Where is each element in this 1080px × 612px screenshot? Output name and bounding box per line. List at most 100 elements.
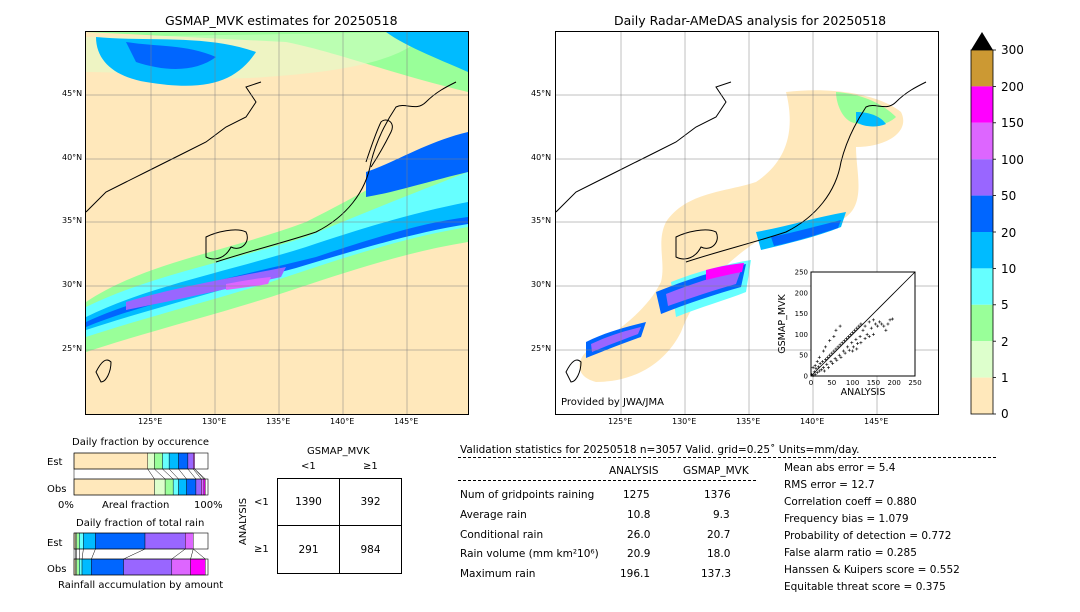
left-lon-label: 145°E xyxy=(394,417,419,426)
occurrence-bar-segment-connector xyxy=(194,468,206,480)
scatter-ytick: 0 xyxy=(804,373,808,381)
scatter-point xyxy=(836,345,840,349)
occurrence-xlabel-1: Areal fraction xyxy=(102,500,170,511)
score-line: Frequency bias = 1.079 xyxy=(784,513,909,525)
scatter-ylabel: GSMAP_MVK xyxy=(777,293,788,353)
scatter-ytick: 100 xyxy=(795,331,808,339)
rain-label-est: Est xyxy=(47,538,63,549)
occurrence-bar-segment-connector xyxy=(162,468,174,480)
stat-row-label: Conditional rain xyxy=(460,529,544,541)
scatter-point xyxy=(818,362,822,366)
scatter-xtick: 250 xyxy=(908,379,921,387)
scatter-point xyxy=(880,322,884,326)
colorbar-segment xyxy=(971,122,993,160)
scatter-point xyxy=(878,320,882,324)
scatter-point xyxy=(853,328,857,332)
stat-row-gsmap: 9.3 xyxy=(713,509,730,521)
colorbar-tick: 2 xyxy=(1001,335,1009,349)
scatter-point xyxy=(849,332,853,336)
occurrence-bar-segment xyxy=(162,452,170,470)
contingency-cell: 392 xyxy=(339,478,402,526)
rain-bar-segment-frame xyxy=(73,532,209,550)
rain-bar-segment xyxy=(75,532,77,550)
validation-divider xyxy=(458,457,996,458)
score-line: Mean abs error = 5.4 xyxy=(784,462,896,474)
scatter-point xyxy=(821,349,825,353)
scatter-point xyxy=(841,349,845,353)
scatter-point xyxy=(833,357,837,361)
scatter-svg: 00 50 50 100 100 150 150 200 200 250 250 ANALYSIS GS… xyxy=(777,269,922,399)
stat-row-gsmap: 137.3 xyxy=(701,568,732,580)
scatter-point xyxy=(815,371,819,375)
rain-bar-segment xyxy=(75,558,77,576)
contingency-col-header: <1 xyxy=(301,461,316,472)
occurrence-bar-segment xyxy=(186,478,197,496)
scatter-point xyxy=(846,334,850,338)
scatter-point xyxy=(851,349,855,353)
rain-bar-segment-connector xyxy=(81,548,84,560)
right-lon-label: 145°E xyxy=(864,417,889,426)
occurrence-bar-segment-connector xyxy=(187,468,197,480)
rain-bar-segment xyxy=(83,532,96,550)
rain-xlabel: Rainfall accumulation by amount xyxy=(58,580,224,591)
rain-label-obs: Obs xyxy=(47,564,67,575)
contingency-title: GSMAP_MVK xyxy=(307,446,370,457)
scatter-ytick: 50 xyxy=(799,352,808,360)
scatter-point xyxy=(838,343,842,347)
colorbar-segment xyxy=(971,268,993,305)
occurrence-bar-segment xyxy=(154,452,163,470)
left-lat-label: 30°N xyxy=(62,280,83,289)
scatter-point xyxy=(839,355,843,359)
scatter-xtick: 50 xyxy=(827,379,836,387)
scatter-xlabel: ANALYSIS xyxy=(841,387,886,398)
scatter-xtick: 100 xyxy=(846,379,859,387)
stat-row-gsmap: 1376 xyxy=(704,489,731,501)
contingency-col-header: ≥1 xyxy=(363,461,378,472)
scatter-point xyxy=(882,324,886,328)
scatter-point xyxy=(832,334,836,338)
scatter-point xyxy=(816,365,820,369)
scatter-point xyxy=(828,339,832,343)
score-line: Correlation coeff = 0.880 xyxy=(784,496,917,508)
scatter-point xyxy=(828,353,832,357)
rain-bar-segment-connector xyxy=(193,548,206,560)
right-lat-label: 35°N xyxy=(531,216,552,225)
right-lat-label: 30°N xyxy=(531,280,552,289)
stat-row-label: Average rain xyxy=(460,509,527,521)
stat-row-gsmap: 20.7 xyxy=(707,529,731,541)
contingency-row-label: ANALYSIS xyxy=(238,497,250,546)
scatter-point xyxy=(867,320,871,324)
scatter-plot: 0 0 50 50 100 100 150 150 200 200 250 250 ANALYSIS GS… xyxy=(776,264,926,404)
scatter-point xyxy=(831,362,835,366)
score-line: Equitable threat score = 0.375 xyxy=(784,581,946,593)
scatter-point xyxy=(817,355,821,359)
colorbar-segment xyxy=(971,86,993,123)
contingency-cell: 1390 xyxy=(277,478,340,526)
scatter-point xyxy=(861,328,865,332)
scatter-point xyxy=(825,362,829,366)
occurrence-bar-segment-frame xyxy=(73,478,209,496)
scatter-point xyxy=(859,322,863,326)
stat-row-analysis: 26.0 xyxy=(627,529,651,541)
rain-bar-segment-connector xyxy=(171,548,186,560)
occurrence-bar-segment-connector xyxy=(154,468,166,480)
scatter-point xyxy=(819,368,823,372)
right-lat-label: 25°N xyxy=(531,344,552,353)
colorbar-tick: 10 xyxy=(1001,262,1017,276)
scatter-point xyxy=(846,345,850,349)
scatter-point xyxy=(876,324,880,328)
rain-bar-segment xyxy=(190,558,206,576)
colorbar-tick: 20 xyxy=(1001,226,1017,240)
colorbar-segment xyxy=(971,195,993,232)
map-credit: Provided by JWA/JMA xyxy=(561,397,664,408)
occurrence-bar-segment xyxy=(193,452,195,470)
scatter-point xyxy=(814,367,818,371)
right-lat-label: 40°N xyxy=(531,153,552,162)
colorbar-tick: 0 xyxy=(1001,407,1009,421)
occurrence-bar-segment xyxy=(195,478,202,496)
left-lon-label: 140°E xyxy=(330,417,355,426)
scatter-point xyxy=(830,351,834,355)
rain-bar-segment xyxy=(79,532,84,550)
scatter-xtick: 150 xyxy=(867,379,880,387)
stat-row-analysis: 20.9 xyxy=(627,548,651,560)
